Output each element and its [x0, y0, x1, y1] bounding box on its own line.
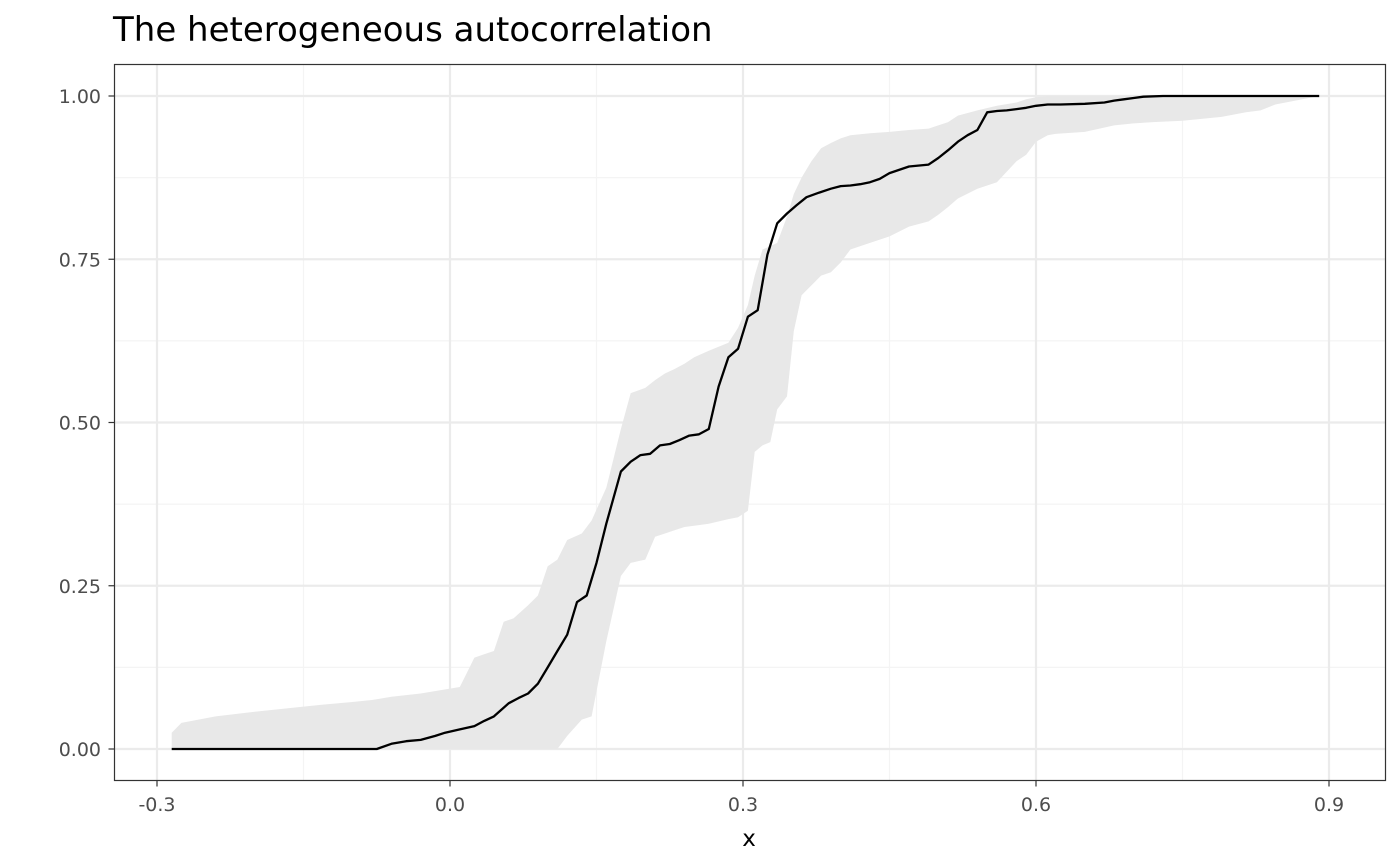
ribbon-layer	[171, 96, 1320, 749]
x-tick-label: -0.3	[138, 794, 175, 816]
y-tick-label: 0.50	[59, 413, 101, 435]
line-layer	[171, 94, 1320, 751]
x-tick-label: 0.9	[1314, 794, 1344, 816]
x-axis: -0.3 0.0 0.3 0.6 0.9	[138, 780, 1344, 816]
y-tick-label: 0.25	[59, 576, 101, 598]
x-tick-label: 0.0	[435, 794, 465, 816]
y-tick-label: 1.00	[59, 86, 101, 108]
y-tick-label: 0.75	[59, 249, 101, 271]
y-axis: 0.00 0.25 0.50 0.75 1.00	[59, 86, 115, 761]
x-tick-label: 0.6	[1021, 794, 1051, 816]
series-line	[171, 94, 1320, 751]
chart-title: The heterogeneous autocorrelation	[112, 10, 713, 50]
x-tick-label: 0.3	[728, 794, 758, 816]
x-axis-title: x	[742, 826, 756, 852]
confidence-ribbon	[171, 96, 1320, 749]
y-tick-label: 0.00	[59, 739, 101, 761]
